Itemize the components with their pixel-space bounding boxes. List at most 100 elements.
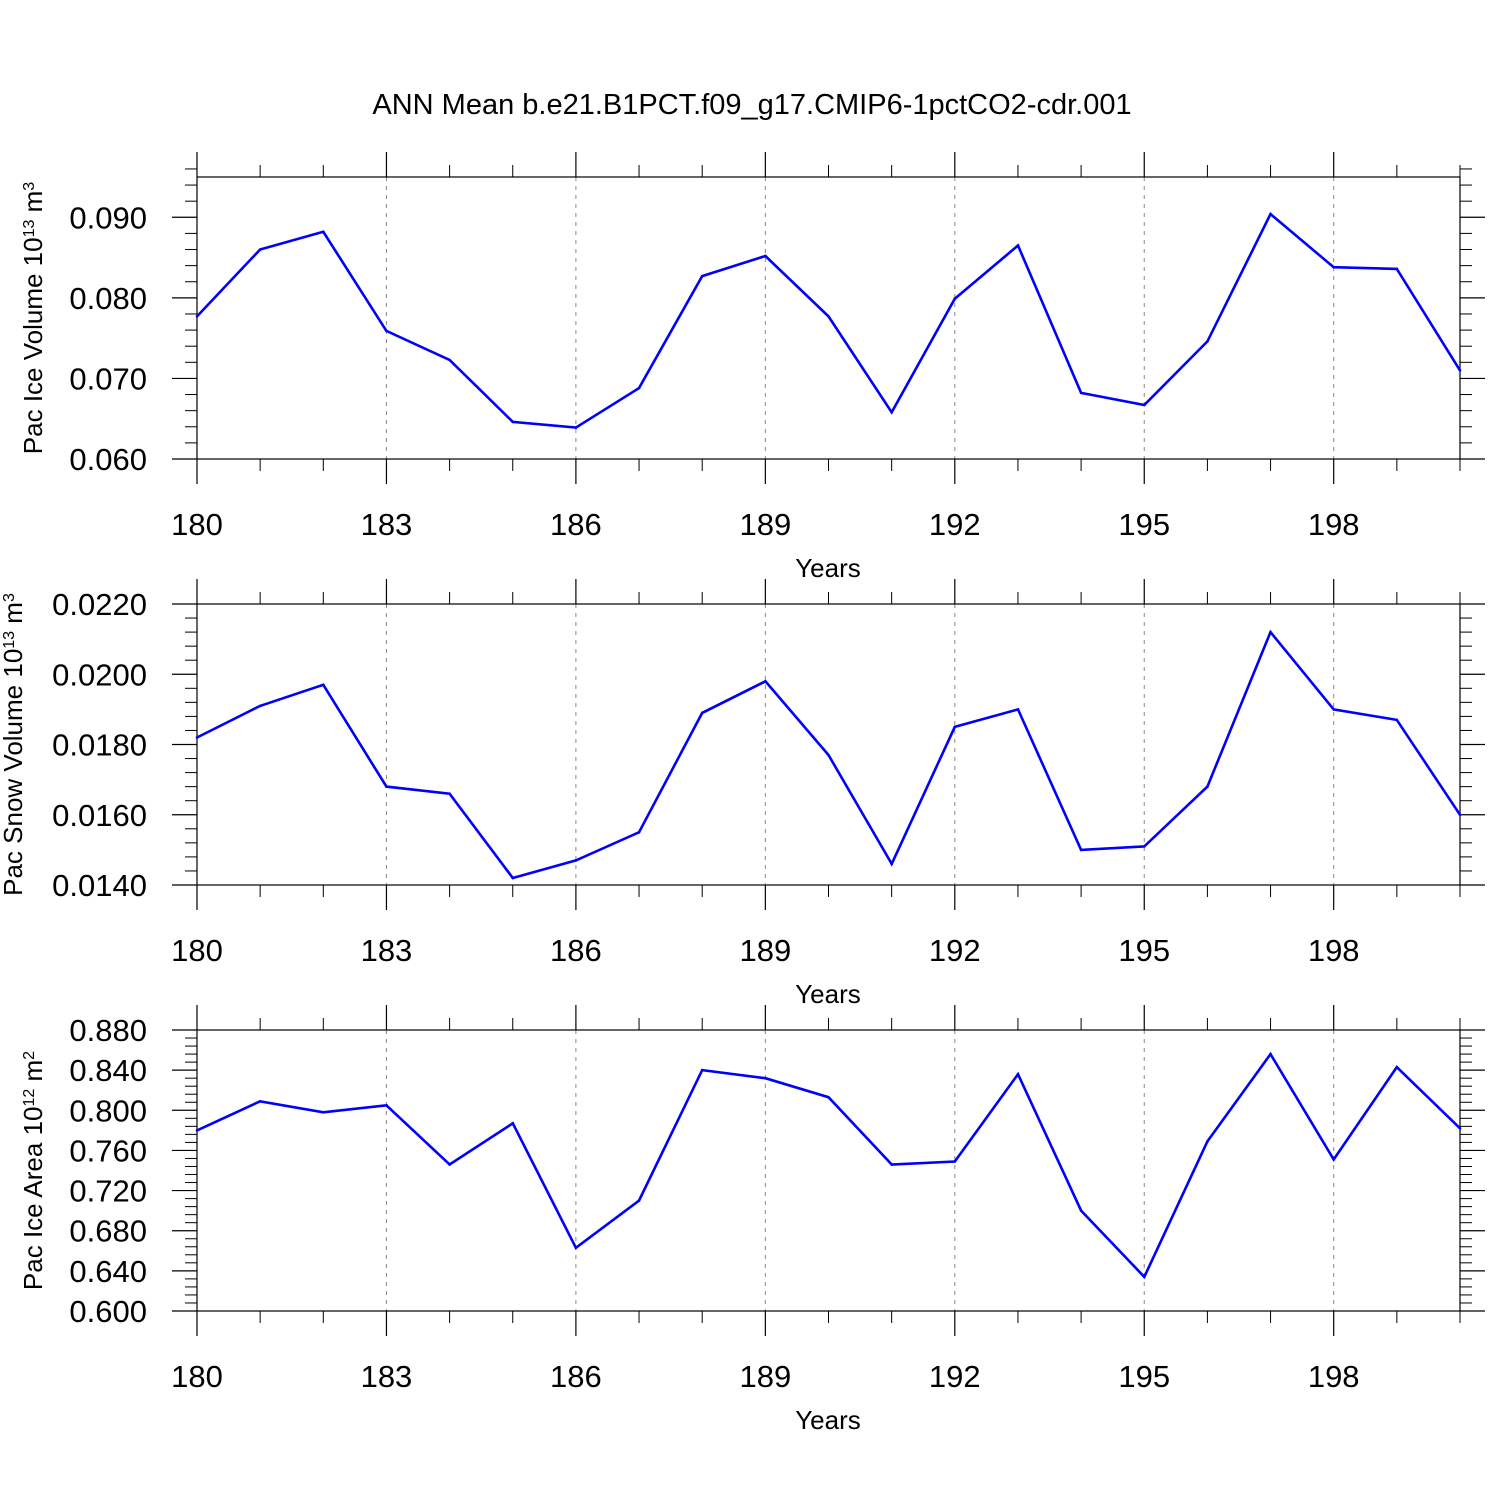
x-tick-label: 180 — [171, 1359, 223, 1394]
data-point — [1269, 212, 1272, 216]
data-point — [574, 1246, 578, 1250]
data-point — [827, 315, 830, 318]
data-point — [764, 254, 767, 258]
data-point — [1142, 1275, 1146, 1279]
data-point — [1142, 845, 1146, 848]
x-tick-label: 180 — [171, 507, 223, 542]
y-tick-label: 0.720 — [69, 1174, 147, 1209]
data-point — [574, 859, 578, 862]
x-tick-label: 189 — [739, 1359, 791, 1394]
x-tick-label: 183 — [361, 1359, 413, 1394]
data-point — [1458, 369, 1462, 372]
data-point — [1206, 340, 1209, 343]
y-axis-label: Pac Ice Volume 1013 m3 — [18, 182, 48, 455]
y-label-text: Pac Ice Area 10 — [18, 1107, 48, 1291]
data-point — [700, 711, 704, 715]
y-tick-label: 0.0140 — [52, 868, 147, 903]
plot-frame — [196, 603, 1461, 886]
data-point — [890, 410, 893, 414]
data-point — [1079, 1209, 1083, 1212]
x-tick-label: 192 — [929, 933, 981, 968]
data-point — [637, 1199, 641, 1202]
data-point — [258, 1099, 262, 1103]
data-point — [700, 1068, 704, 1072]
data-point — [195, 315, 199, 318]
y-tick-label: 0.760 — [69, 1133, 147, 1168]
data-point — [448, 358, 451, 362]
data-point — [890, 1163, 893, 1166]
y-tick-label: 0.600 — [69, 1294, 147, 1329]
data-point — [953, 725, 957, 729]
y-tick-label: 0.880 — [69, 1013, 147, 1048]
y-label-superscript: 13 — [1, 631, 18, 649]
panel-1: 0.060 0.070 0.080 0.090 180 183 186 189 192 195 19… — [18, 152, 1485, 583]
y-tick-label: 0.0200 — [52, 657, 147, 692]
data-point — [890, 862, 893, 866]
data-point — [827, 753, 830, 757]
data-point — [1206, 785, 1209, 788]
data-point — [1269, 630, 1272, 634]
x-tick-label: 186 — [550, 1359, 602, 1394]
data-point — [1395, 718, 1399, 722]
data-point — [1016, 244, 1020, 247]
y-tick-label: 0.060 — [69, 442, 147, 477]
y-tick-label: 0.090 — [69, 200, 147, 235]
y-label-text: m — [0, 602, 28, 631]
plot-frame — [196, 1029, 1461, 1312]
x-tick-label: 186 — [550, 507, 602, 542]
y-tick-label: 0.800 — [69, 1093, 147, 1128]
x-tick-label: 195 — [1118, 933, 1170, 968]
data-point — [1206, 1140, 1209, 1143]
data-point — [1269, 1052, 1272, 1056]
y-tick-label: 0.070 — [69, 361, 147, 396]
y-label-superscript: 3 — [21, 182, 38, 191]
data-point — [1079, 391, 1083, 395]
data-point — [511, 1122, 515, 1125]
data-point — [953, 1160, 957, 1163]
panel-3: 0.600 0.640 0.680 0.720 0.760 0.800 0.840 0.880… — [18, 1005, 1485, 1435]
data-point — [1395, 267, 1399, 271]
y-label-superscript: 12 — [21, 1089, 38, 1107]
x-axis-label: Years — [795, 553, 861, 583]
y-tick-label: 0.0160 — [52, 798, 147, 833]
y-tick-label: 0.640 — [69, 1254, 147, 1289]
x-axis-label: Years — [795, 979, 861, 1009]
data-point — [637, 386, 641, 390]
data-point — [195, 1129, 199, 1132]
y-tick-label: 0.680 — [69, 1214, 147, 1249]
x-tick-label: 195 — [1118, 1359, 1170, 1394]
y-tick-label: 0.0180 — [52, 728, 147, 763]
data-point — [322, 230, 325, 234]
x-tick-label: 183 — [361, 507, 413, 542]
data-point — [700, 274, 704, 278]
data-point — [637, 831, 641, 834]
data-point — [322, 1110, 325, 1114]
y-axis-label: Pac Ice Area 1012 m2 — [18, 1051, 48, 1290]
data-point — [1395, 1065, 1399, 1069]
y-label-text: m — [18, 191, 48, 220]
chart-title: ANN Mean b.e21.B1PCT.f09_g17.CMIP6-1pctC… — [372, 89, 1131, 121]
x-tick-label: 186 — [550, 933, 602, 968]
y-label-superscript: 2 — [21, 1051, 38, 1060]
data-point — [764, 1076, 767, 1080]
data-point — [322, 683, 325, 687]
data-point — [385, 329, 388, 333]
x-tick-label: 195 — [1118, 507, 1170, 542]
data-point — [511, 420, 515, 424]
data-point — [385, 1103, 388, 1107]
data-point — [574, 426, 578, 429]
data-point — [1458, 1127, 1462, 1130]
data-point — [764, 679, 767, 683]
x-tick-label: 183 — [361, 933, 413, 968]
y-label-text: Pac Snow Volume 10 — [0, 649, 28, 896]
y-tick-label: 0.080 — [69, 281, 147, 316]
data-point — [448, 1163, 451, 1166]
x-axis-label: Years — [795, 1405, 861, 1435]
x-tick-label: 189 — [739, 933, 791, 968]
data-point — [195, 736, 199, 739]
data-point — [1016, 1072, 1020, 1076]
panel-2: 0.0140 0.0160 0.0180 0.0200 0.0220 180 183 186 1… — [0, 579, 1485, 1009]
data-point — [511, 876, 515, 880]
data-point — [1079, 848, 1083, 852]
